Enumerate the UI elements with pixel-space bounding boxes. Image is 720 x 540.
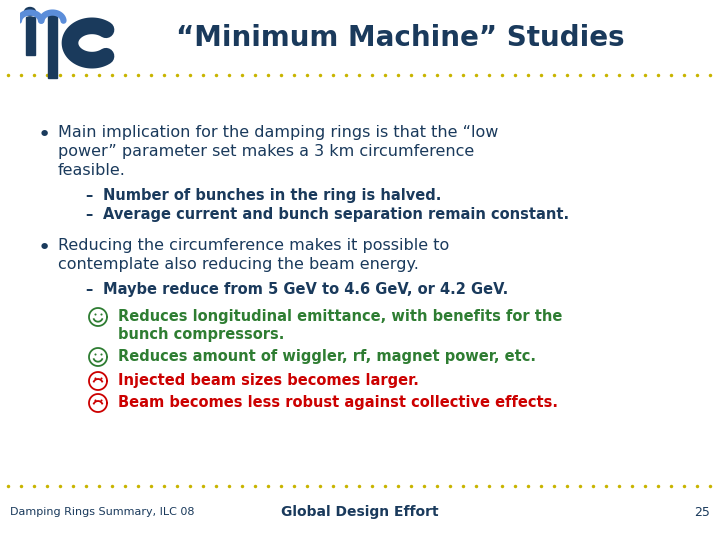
Text: contemplate also reducing the beam energy.: contemplate also reducing the beam energ… <box>58 257 419 272</box>
Text: Reduces amount of wiggler, rf, magnet power, etc.: Reduces amount of wiggler, rf, magnet po… <box>118 349 536 364</box>
Bar <box>25 17 35 55</box>
Text: –: – <box>85 188 92 203</box>
Text: Average current and bunch separation remain constant.: Average current and bunch separation rem… <box>103 207 569 222</box>
Bar <box>48 12 57 78</box>
Text: Damping Rings Summary, ILC 08: Damping Rings Summary, ILC 08 <box>10 507 194 517</box>
Text: Injected beam sizes becomes larger.: Injected beam sizes becomes larger. <box>118 373 419 388</box>
Text: bunch compressors.: bunch compressors. <box>118 327 284 342</box>
Text: power” parameter set makes a 3 km circumference: power” parameter set makes a 3 km circum… <box>58 144 474 159</box>
Text: Number of bunches in the ring is halved.: Number of bunches in the ring is halved. <box>103 188 441 203</box>
Text: feasible.: feasible. <box>58 163 126 178</box>
Text: •: • <box>38 238 51 258</box>
Text: Main implication for the damping rings is that the “low: Main implication for the damping rings i… <box>58 125 498 140</box>
Text: Global Design Effort: Global Design Effort <box>282 505 438 519</box>
Text: 25: 25 <box>694 505 710 518</box>
Text: “Minimum Machine” Studies: “Minimum Machine” Studies <box>176 24 624 52</box>
Circle shape <box>24 8 35 16</box>
Text: Maybe reduce from 5 GeV to 4.6 GeV, or 4.2 GeV.: Maybe reduce from 5 GeV to 4.6 GeV, or 4… <box>103 282 508 297</box>
Text: Reducing the circumference makes it possible to: Reducing the circumference makes it poss… <box>58 238 449 253</box>
Text: Reduces longitudinal emittance, with benefits for the: Reduces longitudinal emittance, with ben… <box>118 309 562 324</box>
Text: –: – <box>85 207 92 222</box>
Text: •: • <box>38 125 51 145</box>
Text: –: – <box>85 282 92 297</box>
Text: Beam becomes less robust against collective effects.: Beam becomes less robust against collect… <box>118 395 558 410</box>
